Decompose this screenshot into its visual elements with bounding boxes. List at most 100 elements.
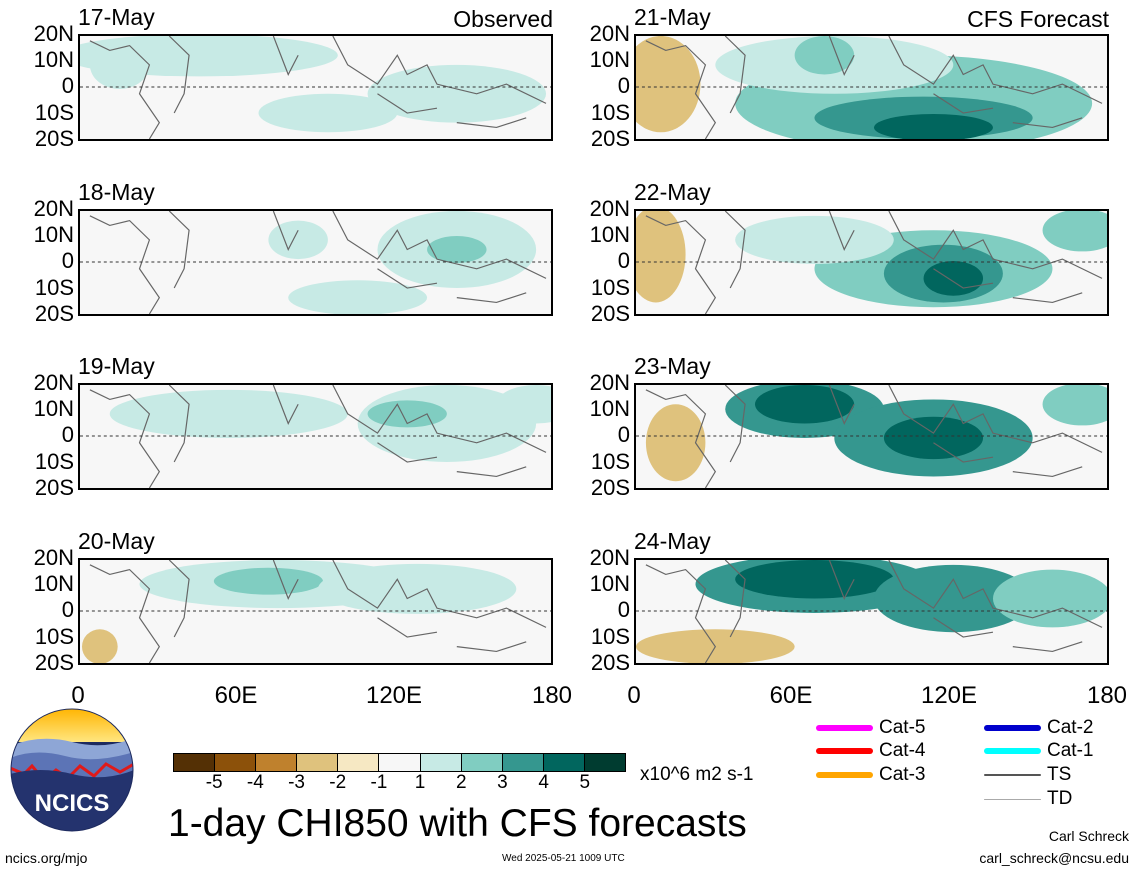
panel-date-20-may: 20-May: [78, 528, 155, 554]
coastline: [645, 36, 1103, 139]
lat-label-0: 0: [61, 248, 74, 273]
anomaly-contour: [1042, 211, 1107, 252]
map-svg: [636, 560, 1107, 663]
legend-cat3: Cat-3: [816, 764, 925, 786]
map-svg: [636, 385, 1107, 488]
legend-cat4: Cat-4: [816, 740, 925, 762]
map-panel-21-may: [634, 34, 1109, 141]
lat-label-0: 0: [61, 422, 74, 447]
lat-label-10s: 10S: [590, 275, 630, 300]
legend-td-line: [984, 798, 1041, 800]
legend-td: TD: [984, 788, 1072, 810]
colorbar-swatch: [379, 754, 421, 771]
anomaly-contour: [213, 567, 323, 595]
lat-label-0: 0: [617, 422, 630, 447]
anomaly-contour: [735, 560, 894, 599]
coastline: [89, 385, 547, 488]
panel-date-24-may: 24-May: [634, 528, 711, 554]
anomaly-contour: [923, 261, 984, 296]
lat-label-20s: 20S: [34, 650, 74, 675]
panel-date-21-may: 21-May: [634, 4, 711, 30]
lon-label-180-right: 180: [1086, 682, 1128, 709]
anomaly-contour: [1042, 385, 1107, 426]
colorbar-label: -1: [370, 772, 388, 793]
map-panel-24-may: [634, 558, 1109, 665]
colorbar-swatch: [502, 754, 544, 771]
lat-label-20n: 20N: [33, 545, 74, 570]
legend-ts: TS: [984, 764, 1071, 786]
colorbar-label: -4: [246, 772, 264, 793]
legend-cat2-label: Cat-2: [1047, 717, 1094, 738]
panel-date-22-may: 22-May: [634, 179, 711, 205]
anomaly-contour: [288, 280, 428, 314]
coastline: [645, 211, 1103, 314]
lat-label-0: 0: [61, 597, 74, 622]
legend-td-label: TD: [1047, 788, 1073, 809]
map-panel-18-may: [78, 209, 553, 316]
anomaly-contour: [496, 385, 551, 424]
legend-cat3-label: Cat-3: [879, 764, 926, 785]
legend-cat5-line: [816, 725, 873, 731]
coastline: [89, 560, 547, 663]
anomaly-contour: [367, 64, 547, 123]
colorbar-swatch: [215, 754, 257, 771]
anomaly-contour: [268, 220, 328, 260]
map-svg: [80, 36, 551, 139]
lat-label-20n: 20N: [589, 370, 630, 395]
logo-text: NCICS: [35, 790, 110, 817]
legend-cat1-line: [984, 748, 1041, 754]
coastline: [645, 560, 1103, 663]
anomaly-contour: [636, 36, 701, 133]
map-panel-20-may: [78, 558, 553, 665]
colorbar-label: 4: [538, 772, 549, 793]
lon-label-60e-left: 60E: [214, 682, 258, 709]
lon-label-60e-right: 60E: [769, 682, 813, 709]
colorbar-swatch: [420, 754, 462, 771]
panel-tag-observed: Observed: [453, 6, 553, 32]
legend-cat3-line: [816, 772, 873, 778]
lat-label-20n: 20N: [589, 21, 630, 46]
panel-date-17-may: 17-May: [78, 4, 155, 30]
colorbar: [173, 753, 626, 772]
anomaly-contour: [427, 236, 487, 263]
footer-email[interactable]: carl_schreck@ncsu.edu: [979, 850, 1129, 866]
lat-label-20s: 20S: [34, 126, 74, 151]
colorbar-label: 2: [455, 772, 467, 793]
anomaly-contour: [873, 113, 993, 139]
legend-ts-label: TS: [1047, 764, 1072, 785]
anomaly-contour: [735, 215, 894, 264]
footer-timestamp: Wed 2025-05-21 1009 UTC: [502, 853, 625, 864]
legend-cat1-label: Cat-1: [1047, 740, 1094, 761]
colorbar-swatch: [256, 754, 298, 771]
panel-date-23-may: 23-May: [634, 353, 711, 379]
lat-label-20n: 20N: [589, 196, 630, 221]
colorbar-swatch: [584, 754, 626, 771]
anomaly-contour: [873, 564, 1033, 633]
lat-label-10n: 10N: [589, 571, 630, 596]
map-panel-19-may: [78, 383, 553, 490]
colorbar-swatch: [543, 754, 585, 771]
lat-label-20n: 20N: [33, 370, 74, 395]
lat-label-20n: 20N: [589, 545, 630, 570]
map-svg: [636, 36, 1107, 139]
colorbar-swatch: [297, 754, 339, 771]
anomaly-contour: [367, 400, 447, 428]
colorbar-label: -5: [205, 772, 223, 793]
footer-url[interactable]: ncics.org/mjo: [5, 850, 88, 866]
lat-label-10n: 10N: [589, 396, 630, 421]
colorbar-label: 1: [414, 772, 426, 793]
legend-cat2-line: [984, 725, 1041, 731]
lon-label-0-left: 0: [71, 682, 85, 709]
colorbar-units: x10^6 m2 s-1: [640, 764, 754, 785]
lat-label-20s: 20S: [34, 475, 74, 500]
legend-cat1: Cat-1: [984, 740, 1093, 762]
lat-label-10n: 10N: [589, 47, 630, 72]
map-svg: [80, 211, 551, 314]
lat-label-20s: 20S: [590, 475, 630, 500]
lat-label-20s: 20S: [590, 126, 630, 151]
lat-label-10s: 10S: [590, 100, 630, 125]
legend-cat5-label: Cat-5: [879, 717, 926, 738]
lon-label-120e-left: 120E: [365, 682, 423, 709]
panel-tag-cfs-forecast: CFS Forecast: [967, 6, 1109, 32]
lat-label-10n: 10N: [33, 396, 74, 421]
